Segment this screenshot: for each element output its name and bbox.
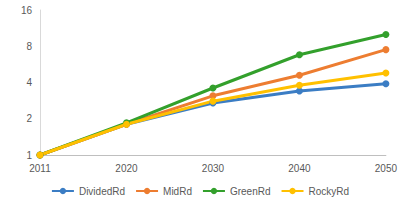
svg-text:DividedRd: DividedRd (79, 186, 125, 197)
svg-text:4: 4 (26, 77, 32, 88)
svg-text:2020: 2020 (115, 163, 138, 174)
svg-text:2030: 2030 (202, 163, 225, 174)
svg-text:GreenRd: GreenRd (230, 186, 271, 197)
svg-text:MidRd: MidRd (163, 186, 192, 197)
svg-text:2011: 2011 (29, 163, 51, 174)
svg-text:16: 16 (21, 5, 33, 16)
svg-text:2050: 2050 (375, 163, 398, 174)
svg-text:8: 8 (26, 41, 32, 52)
svg-text:2: 2 (26, 113, 32, 124)
svg-text:RockyRd: RockyRd (309, 186, 350, 197)
svg-text:1: 1 (26, 150, 32, 161)
svg-text:2040: 2040 (288, 163, 311, 174)
